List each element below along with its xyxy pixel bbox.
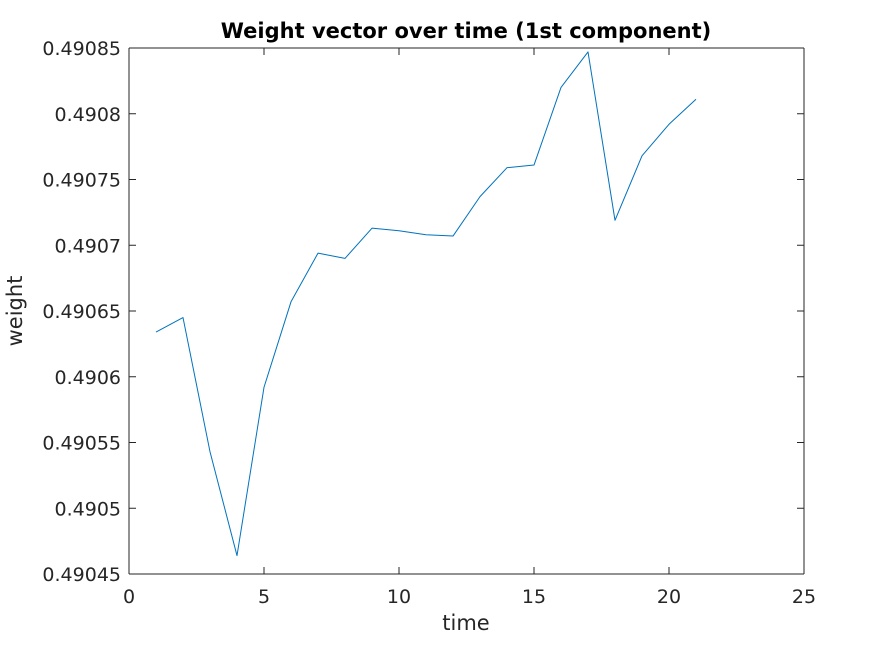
x-tick-label: 0 bbox=[123, 586, 135, 608]
y-tick-label: 0.4908 bbox=[55, 104, 121, 126]
y-tick-label: 0.4907 bbox=[55, 235, 121, 257]
y-tick-label: 0.49085 bbox=[42, 38, 121, 60]
series-layer bbox=[155, 51, 697, 557]
y-axis-ticks: 0.49045 0.4905 0.49055 0.4906 0.49065 0.4907 0… bbox=[42, 38, 804, 586]
y-tick-label: 0.49045 bbox=[42, 564, 121, 586]
x-tick-label: 5 bbox=[258, 586, 270, 608]
y-tick-label: 0.49065 bbox=[42, 301, 121, 323]
x-tick-label: 25 bbox=[792, 586, 816, 608]
x-tick-label: 20 bbox=[657, 586, 681, 608]
x-axis-label: time bbox=[442, 611, 489, 635]
plot-area bbox=[129, 48, 804, 574]
series-line bbox=[155, 51, 697, 557]
x-tick-label: 10 bbox=[387, 586, 411, 608]
y-tick-label: 0.4905 bbox=[55, 498, 121, 520]
y-tick-label: 0.49075 bbox=[42, 170, 121, 192]
y-tick-label: 0.4906 bbox=[55, 367, 121, 389]
y-axis-label: weight bbox=[3, 276, 27, 347]
x-axis-ticks: 0 5 10 15 20 25 bbox=[123, 48, 816, 608]
y-tick-label: 0.49055 bbox=[42, 433, 121, 455]
x-tick-label: 15 bbox=[522, 586, 546, 608]
chart-title: Weight vector over time (1st component) bbox=[221, 19, 711, 43]
